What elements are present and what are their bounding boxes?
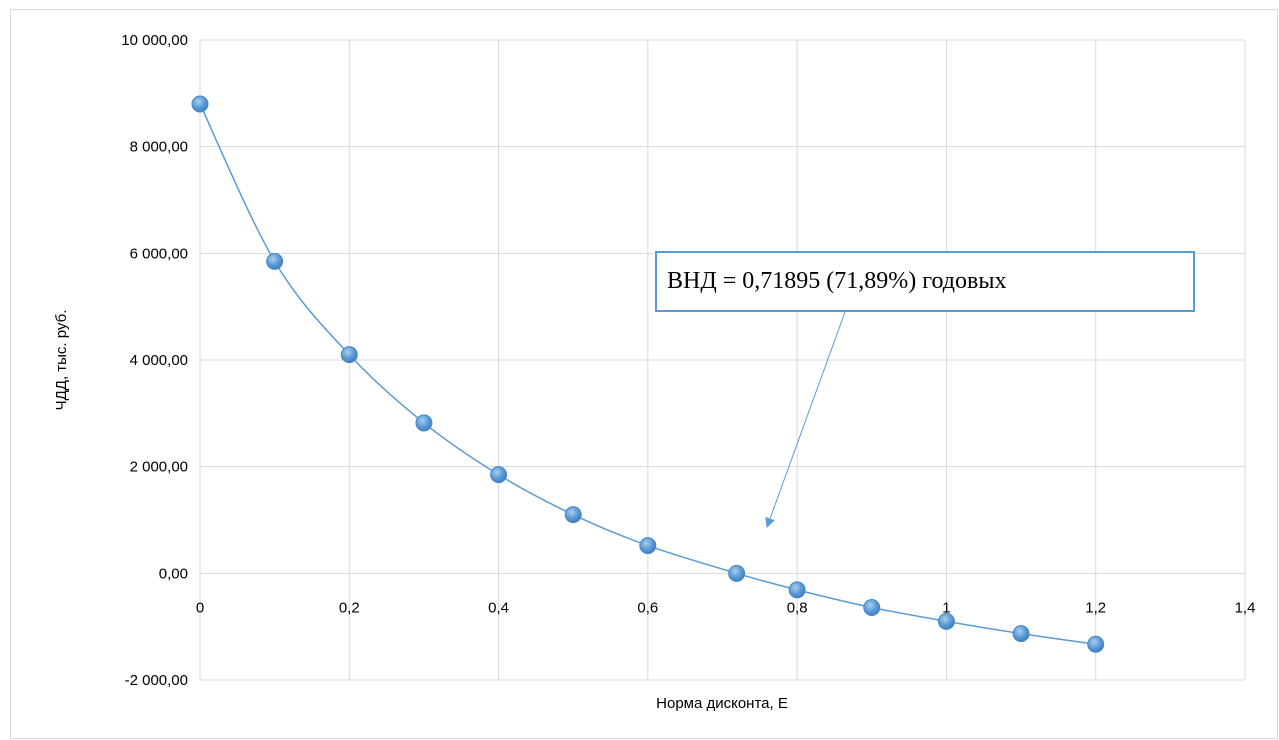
data-point xyxy=(490,466,508,484)
x-tick-label: 1,4 xyxy=(1235,599,1256,616)
x-tick-label: 0,4 xyxy=(488,599,509,616)
data-point xyxy=(266,252,284,270)
x-tick-label: 0,8 xyxy=(787,599,808,616)
data-point xyxy=(1012,625,1030,643)
x-axis-title: Норма дисконта, Е xyxy=(656,695,788,712)
data-point xyxy=(340,346,358,364)
chart-frame xyxy=(10,9,1278,739)
y-axis-title: ЧДД, тыс. руб. xyxy=(53,310,70,411)
annotation-arrow xyxy=(765,311,846,528)
irr-annotation-box: ВНД = 0,71895 (71,89%) годовых xyxy=(655,251,1195,312)
data-point xyxy=(415,414,433,432)
x-tick-label: 0 xyxy=(196,599,204,616)
y-tick-label: 4 000,00 xyxy=(130,352,188,369)
data-point xyxy=(1087,635,1105,653)
x-tick-label: 1 xyxy=(942,599,950,616)
y-tick-label: 0,00 xyxy=(159,565,188,582)
data-point xyxy=(191,95,209,113)
x-tick-labels: 0 0,2 0,4 0,6 0,8 1 1,2 1,4 xyxy=(196,599,1256,616)
data-point xyxy=(863,598,881,616)
x-tick-label: 0,2 xyxy=(339,599,360,616)
y-tick-label: -2 000,00 xyxy=(125,672,188,689)
irr-annotation-text: ВНД = 0,71895 (71,89%) годовых xyxy=(667,268,1007,294)
data-point xyxy=(728,564,746,582)
y-tick-label: 6 000,00 xyxy=(130,245,188,262)
x-tick-label: 1,2 xyxy=(1085,599,1106,616)
horizontal-gridlines xyxy=(200,39,1245,681)
data-points xyxy=(191,95,1105,653)
data-point xyxy=(564,506,582,524)
y-tick-label: 10 000,00 xyxy=(121,32,188,49)
data-point xyxy=(639,537,657,555)
x-tick-label: 0,6 xyxy=(637,599,658,616)
data-point xyxy=(937,612,955,630)
y-tick-label: 2 000,00 xyxy=(130,459,188,476)
data-point xyxy=(788,581,806,599)
y-tick-label: 8 000,00 xyxy=(130,139,188,156)
y-tick-labels: -2 000,00 0,00 2 000,00 4 000,00 6 000,00 8 0… xyxy=(121,32,188,689)
